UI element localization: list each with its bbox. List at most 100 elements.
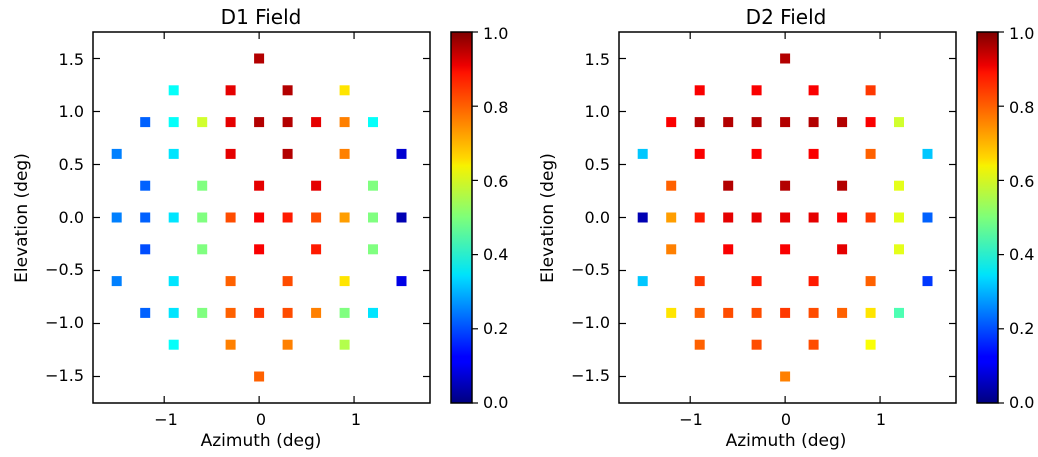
data-point (751, 148, 762, 159)
data-point (808, 85, 819, 96)
data-point (197, 307, 208, 318)
data-point (780, 117, 791, 128)
y-tick-label: 1.5 (585, 50, 610, 69)
data-point (140, 180, 151, 191)
data-point (666, 180, 677, 191)
data-point (311, 180, 322, 191)
data-point (396, 276, 407, 287)
y-tick-label: 1.0 (59, 102, 84, 121)
data-point (837, 244, 848, 255)
data-point (694, 276, 705, 287)
data-point (168, 117, 179, 128)
data-point (168, 212, 179, 223)
data-point (751, 85, 762, 96)
data-point (168, 276, 179, 287)
data-point (808, 307, 819, 318)
data-point (666, 117, 677, 128)
data-point (140, 244, 151, 255)
chart-title: D2 Field (746, 5, 827, 29)
data-point (168, 85, 179, 96)
data-point (723, 180, 734, 191)
data-point (751, 212, 762, 223)
data-point (225, 339, 236, 350)
y-tick-label: 0.5 (59, 155, 84, 174)
cb-tick-label: 0.6 (483, 172, 508, 191)
data-point (808, 276, 819, 287)
x-axis-label: Azimuth (deg) (726, 431, 847, 451)
data-point (282, 339, 293, 350)
data-point (368, 180, 378, 191)
colorbar-gradient (450, 31, 473, 404)
cb-tick-label: 1.0 (483, 24, 508, 43)
data-point (339, 307, 350, 318)
data-point (311, 212, 322, 223)
data-point (865, 212, 876, 223)
data-point (339, 339, 350, 350)
data-point (254, 117, 265, 128)
data-point (311, 307, 322, 318)
data-point (723, 117, 734, 128)
cb-tick-label: 1.0 (1009, 24, 1034, 43)
data-point (694, 339, 705, 350)
data-point (637, 212, 648, 223)
data-point (751, 339, 762, 350)
data-point (723, 244, 734, 255)
data-point (808, 117, 819, 128)
colorbar (450, 31, 478, 404)
data-point (780, 244, 791, 255)
cb-tick-label: 0.8 (483, 98, 508, 117)
cb-tick-label: 0.8 (1009, 98, 1034, 117)
y-axis-label: Elevation (deg) (12, 153, 32, 283)
chart-title: D1 Field (221, 5, 302, 29)
data-point (282, 212, 293, 223)
y-tick-labels: −1.5 −1.0 −0.5 0.0 0.5 1.0 1.5 (571, 50, 610, 385)
data-point (140, 212, 151, 223)
data-point (339, 117, 350, 128)
data-point (339, 148, 350, 159)
data-point (282, 148, 293, 159)
cb-tick-label: 0.6 (1009, 172, 1034, 191)
data-point (396, 212, 407, 223)
data-point (694, 117, 705, 128)
data-point (111, 148, 122, 159)
x-tick-label: 0 (256, 410, 266, 429)
data-point (282, 85, 293, 96)
data-point (808, 148, 819, 159)
data-point (751, 307, 762, 318)
data-point (808, 339, 819, 350)
cb-tick-label: 0.2 (483, 319, 508, 338)
y-axis-label: Elevation (deg) (538, 153, 558, 283)
data-point (837, 307, 848, 318)
data-point (865, 307, 876, 318)
data-point (225, 117, 236, 128)
data-point (666, 212, 677, 223)
data-point (894, 212, 904, 223)
cb-tick-label: 0.2 (1009, 319, 1034, 338)
data-point (254, 307, 265, 318)
data-point (197, 117, 208, 128)
data-point (694, 307, 705, 318)
data-point (140, 117, 151, 128)
cb-tick-label: 0.0 (483, 393, 508, 412)
chart-panel-d1: D1 Field Azimuth (deg) Elevation (deg) −… (12, 5, 508, 451)
data-points (637, 53, 933, 382)
chart-panel-d2: D2 Field Azimuth (deg) Elevation (deg) −… (538, 5, 1034, 451)
y-tick-label: −0.5 (45, 260, 84, 279)
data-point (225, 212, 236, 223)
data-point (254, 180, 265, 191)
y-tick-label: −1.5 (571, 366, 610, 385)
data-point (168, 148, 179, 159)
x-tick-label: −1 (679, 410, 703, 429)
data-point (339, 276, 350, 287)
data-point (368, 307, 378, 318)
data-point (865, 117, 876, 128)
data-point (780, 307, 791, 318)
data-point (666, 244, 677, 255)
data-point (751, 276, 762, 287)
data-point (339, 85, 350, 96)
data-point (282, 117, 293, 128)
data-point (168, 339, 179, 350)
data-point (225, 307, 236, 318)
data-point (637, 148, 648, 159)
data-point (225, 85, 236, 96)
